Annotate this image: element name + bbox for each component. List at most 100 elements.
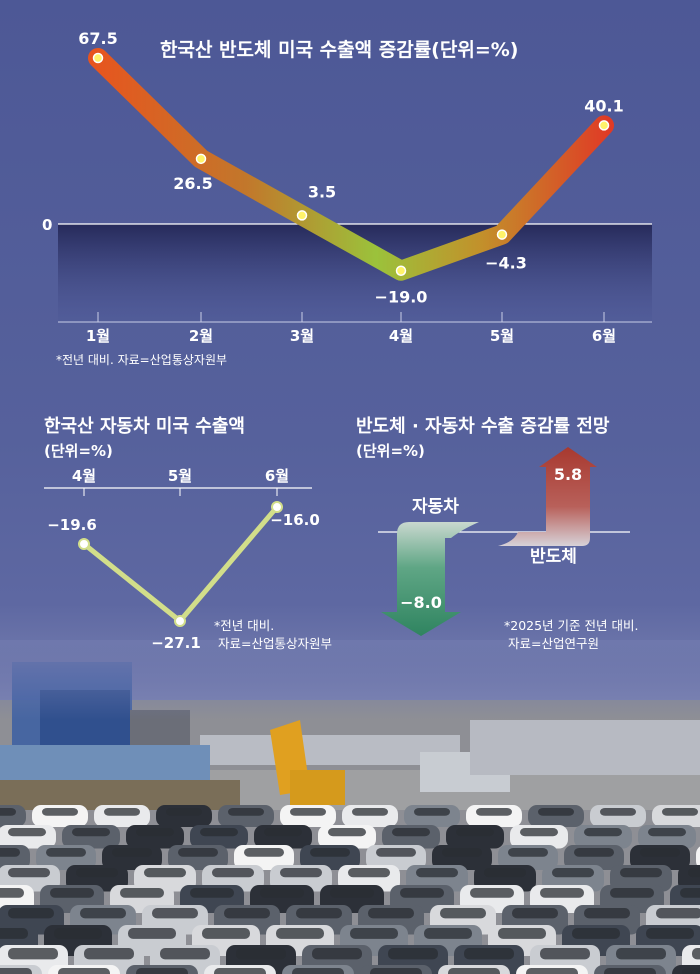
note-line-2: 자료=산업연구원	[508, 636, 599, 651]
photo-car	[652, 805, 700, 827]
chart-title: 한국산 자동차 미국 수출액	[44, 416, 245, 437]
chart-subtitle: (단위=%)	[44, 442, 113, 460]
data-label: −19.6	[47, 516, 97, 534]
photo-car	[404, 805, 460, 827]
x-tick-label: 5월	[490, 327, 514, 345]
data-point	[598, 120, 610, 131]
photo-car	[204, 965, 276, 974]
chart-title: 반도체 · 자동차 수출 증감률 전망	[356, 416, 610, 437]
x-tick-label: 5월	[168, 467, 192, 485]
photo-car	[564, 845, 624, 870]
photo-car	[0, 845, 30, 870]
data-point	[296, 210, 308, 221]
photo-car	[342, 805, 398, 827]
outlook-chart: 반도체 · 자동차 수출 증감률 전망 (단위=%) 자동차 반도체 −8.0 …	[356, 416, 638, 651]
photo-car	[218, 805, 274, 827]
photo-car	[360, 965, 432, 974]
photo-car	[102, 845, 162, 870]
car-parking-lot-photo	[0, 640, 700, 974]
photo-car	[672, 965, 700, 974]
photo-car	[270, 865, 332, 892]
source-note: *전년 대비. 자료=산업통상자원부	[56, 353, 227, 367]
data-point	[78, 538, 90, 550]
data-label: −19.0	[375, 288, 428, 307]
semiconductor-chart: 한국산 반도체 미국 수출액 증감률(단위=%) 0 1월 2월 3월 4월 5월 6월 …	[42, 29, 652, 367]
data-label: 3.5	[308, 182, 336, 201]
x-tick-label: 4월	[389, 327, 413, 345]
photo-car	[498, 845, 558, 870]
x-tick-label: 6월	[265, 467, 289, 485]
note-line-2: 자료=산업통상자원부	[218, 636, 332, 651]
photo-car	[382, 825, 440, 849]
photo-car	[678, 865, 700, 892]
photo-car	[48, 965, 120, 974]
photo-car	[438, 965, 510, 974]
photo-car	[134, 865, 196, 892]
photo-car	[0, 965, 42, 974]
data-point	[271, 501, 283, 514]
photo-car	[190, 825, 248, 849]
photo-car	[318, 825, 376, 849]
chart-title: 한국산 반도체 미국 수출액 증감률(단위=%)	[160, 39, 518, 61]
x-tick-label: 4월	[72, 467, 96, 485]
photo-car	[466, 805, 522, 827]
photo-car	[0, 825, 56, 849]
photo-car	[300, 845, 360, 870]
automobile-chart: 한국산 자동차 미국 수출액 (단위=%) 4월 5월 6월 −19.6 −27.1 −…	[44, 416, 332, 652]
photo-car	[516, 965, 588, 974]
photo-car	[574, 825, 632, 849]
photo-car	[510, 825, 568, 849]
photo-car	[528, 805, 584, 827]
photo-car	[168, 845, 228, 870]
data-label: 40.1	[584, 96, 623, 115]
photo-car	[156, 805, 212, 827]
photo-car	[234, 845, 294, 870]
photo-car	[638, 825, 696, 849]
note-line-1: *2025년 기준 전년 대비.	[504, 618, 638, 633]
photo-car	[202, 865, 264, 892]
photo-car	[590, 805, 646, 827]
automobile-series-line	[82, 505, 279, 624]
photo-car	[36, 845, 96, 870]
photo-car	[0, 865, 60, 892]
photo-car	[282, 965, 354, 974]
photo-car	[406, 865, 468, 892]
photo-car	[696, 846, 700, 869]
semiconductor-up-arrow	[498, 447, 597, 546]
data-point	[395, 265, 407, 276]
photo-car	[254, 825, 312, 849]
photo-car	[610, 865, 672, 892]
data-label: 67.5	[78, 29, 117, 48]
photo-car	[280, 805, 336, 827]
photo-car	[630, 845, 690, 870]
photo-car	[432, 845, 492, 870]
photo-car	[474, 865, 536, 892]
photo-car	[446, 825, 504, 849]
value-label-automobile: −8.0	[400, 593, 442, 612]
photo-car	[62, 825, 120, 849]
photo-car	[542, 865, 604, 892]
data-label: −27.1	[151, 634, 201, 652]
data-point	[195, 153, 207, 165]
photo-car	[32, 805, 88, 827]
semiconductor-series-line	[88, 48, 614, 281]
data-point	[174, 615, 186, 627]
category-label-semiconductor: 반도체	[530, 547, 577, 567]
photo-car	[126, 965, 198, 974]
x-tick-label: 1월	[86, 327, 110, 345]
data-label: −16.0	[270, 511, 320, 529]
photo-car	[594, 965, 666, 974]
photo-car	[94, 805, 150, 827]
automobile-down-arrow	[381, 522, 479, 636]
x-tick-label: 2월	[189, 327, 213, 345]
chart-subtitle: (단위=%)	[356, 442, 425, 460]
photo-car	[338, 865, 400, 892]
x-tick-label: 6월	[592, 327, 616, 345]
photo-car	[0, 805, 26, 827]
data-label: 26.5	[173, 174, 212, 193]
photo-car	[66, 865, 128, 892]
data-point	[92, 52, 104, 64]
data-point	[496, 229, 508, 240]
